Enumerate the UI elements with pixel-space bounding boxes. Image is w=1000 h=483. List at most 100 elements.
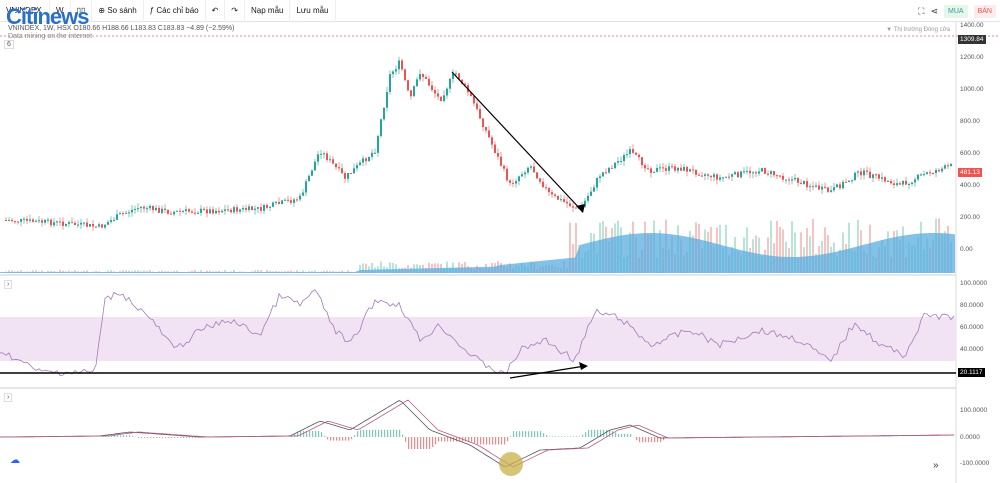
candle-body bbox=[257, 207, 259, 209]
candle-body bbox=[419, 74, 421, 80]
candle-body bbox=[875, 174, 877, 176]
candle-body bbox=[476, 103, 478, 110]
macd-hist-bar bbox=[468, 437, 470, 442]
tradingview-logo-icon[interactable]: ☁ bbox=[10, 455, 20, 466]
candle-body bbox=[86, 222, 88, 227]
load-layout-button[interactable]: Nạp mẫu bbox=[245, 0, 291, 22]
macd-hist-bar bbox=[117, 435, 119, 437]
rsi-pane-collapse-button[interactable]: › bbox=[4, 280, 13, 289]
market-status: ▼ Thị trường Đóng cửa bbox=[886, 27, 950, 33]
candle-body bbox=[218, 210, 220, 213]
macd-hist-bar bbox=[648, 437, 650, 443]
macd-pane-collapse-button[interactable]: › bbox=[4, 393, 13, 402]
candle-body bbox=[74, 222, 76, 226]
volume-bar bbox=[362, 263, 364, 273]
macd-hist-bar bbox=[294, 433, 296, 437]
candle-body bbox=[149, 205, 151, 209]
undo-icon: ↶ bbox=[211, 6, 219, 15]
macd-hist-bar bbox=[588, 429, 590, 437]
volume-bar bbox=[122, 270, 124, 273]
candle-body bbox=[947, 165, 949, 167]
undo-button[interactable]: ↶ bbox=[206, 0, 226, 22]
candle-body bbox=[164, 208, 166, 210]
load-label: Nạp mẫu bbox=[251, 6, 284, 15]
candle-body bbox=[692, 169, 694, 171]
macd-hist-bar bbox=[654, 437, 656, 443]
chart-type-icon[interactable]: ▯▯ bbox=[71, 0, 93, 22]
volume-bar bbox=[8, 270, 10, 273]
plus-icon: ⊕ bbox=[98, 6, 108, 15]
indicators-button[interactable]: ƒ Các chỉ báo bbox=[144, 0, 206, 22]
volume-bar bbox=[20, 270, 22, 273]
macd-hist-bar bbox=[552, 436, 554, 437]
main-pane-collapse-button[interactable]: 6 bbox=[4, 40, 14, 49]
macd-hist-bar bbox=[126, 435, 128, 437]
macd-hist-bar bbox=[501, 437, 503, 445]
candle-body bbox=[629, 149, 631, 155]
volume-bar bbox=[128, 270, 130, 273]
macd-hist-bar bbox=[168, 437, 170, 438]
candle-body bbox=[374, 152, 376, 154]
macd-axis[interactable]: 100.0000 0.0000 -100.0000 bbox=[956, 407, 1000, 477]
volume-bar bbox=[137, 270, 139, 273]
redo-button[interactable]: ↷ bbox=[225, 0, 245, 22]
candle-body bbox=[845, 181, 847, 183]
sell-button[interactable]: BÁN bbox=[973, 4, 996, 18]
price-axis[interactable]: 1400.00 1200.00 1000.00 800.00 600.00 40… bbox=[956, 22, 1000, 275]
candle-body bbox=[140, 206, 142, 209]
candle-body bbox=[755, 172, 757, 174]
candle-body bbox=[47, 219, 49, 221]
volume-bar bbox=[296, 270, 298, 273]
macd-hist-bar bbox=[369, 429, 371, 437]
macd-hist-bar bbox=[444, 437, 446, 442]
macd-hist-bar bbox=[555, 436, 557, 437]
macd-hist-bar bbox=[612, 430, 614, 437]
price-tick: 600.00 bbox=[960, 150, 980, 157]
volume-bar bbox=[395, 264, 397, 273]
candle-body bbox=[41, 220, 43, 223]
macd-hist-bar bbox=[159, 437, 161, 438]
scroll-to-realtime-button[interactable]: » bbox=[933, 460, 939, 471]
candle-body bbox=[515, 181, 517, 184]
macd-hist-bar bbox=[507, 437, 509, 442]
candle-body bbox=[779, 175, 781, 177]
save-layout-button[interactable]: Lưu mẫu bbox=[290, 0, 336, 22]
volume-bar bbox=[782, 229, 784, 273]
candle-body bbox=[128, 212, 130, 214]
macd-hist-bar bbox=[591, 429, 593, 437]
fullscreen-icon[interactable]: ⛶ bbox=[918, 5, 925, 16]
candle-body bbox=[512, 182, 514, 184]
volume-bar bbox=[806, 228, 808, 273]
macd-hist-bar bbox=[177, 437, 179, 438]
compare-button[interactable]: ⊕ So sánh bbox=[92, 0, 144, 22]
volume-bar bbox=[314, 270, 316, 273]
candle-body bbox=[731, 174, 733, 177]
share-icon[interactable]: ⋖ bbox=[930, 5, 939, 16]
candle-body bbox=[941, 168, 943, 172]
volume-bar bbox=[371, 262, 373, 273]
macd-hist-bar bbox=[156, 437, 158, 438]
macd-hist-bar bbox=[519, 431, 521, 437]
macd-hist-bar bbox=[621, 434, 623, 437]
candle-body bbox=[152, 205, 154, 211]
candle-body bbox=[905, 180, 907, 185]
volume-bar bbox=[794, 232, 796, 273]
indicators-label: Các chỉ báo bbox=[156, 6, 199, 15]
candle-body bbox=[662, 167, 664, 169]
macd-hist-bar bbox=[165, 437, 167, 438]
volume-bar bbox=[47, 270, 49, 273]
macd-hist-bar bbox=[300, 431, 302, 437]
macd-hist-bar bbox=[567, 436, 569, 437]
symbol-search[interactable]: VNINDEX bbox=[0, 0, 50, 22]
interval-button[interactable]: W bbox=[50, 0, 71, 22]
volume-bar bbox=[32, 270, 34, 273]
volume-bar bbox=[59, 270, 61, 273]
macd-hist-bar bbox=[144, 437, 146, 438]
rsi-axis[interactable]: 100.0000 80.0000 60.0000 40.0000 bbox=[956, 280, 1000, 380]
candle-body bbox=[893, 183, 895, 186]
candle-body bbox=[716, 174, 718, 180]
buy-button[interactable]: MUA bbox=[944, 4, 968, 18]
macd-hist-bar bbox=[330, 437, 332, 441]
candle-body bbox=[233, 207, 235, 213]
